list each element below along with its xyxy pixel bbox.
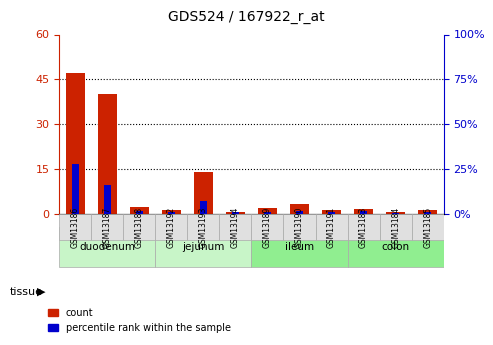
Bar xyxy=(168,212,175,214)
Text: GSM13186: GSM13186 xyxy=(70,207,80,248)
FancyBboxPatch shape xyxy=(412,214,444,240)
Bar xyxy=(328,212,335,214)
Text: duodenum: duodenum xyxy=(79,242,135,252)
Text: GSM13188: GSM13188 xyxy=(135,207,144,248)
FancyBboxPatch shape xyxy=(283,214,316,240)
Text: GDS524 / 167922_r_at: GDS524 / 167922_r_at xyxy=(168,10,325,24)
Bar xyxy=(98,94,117,214)
FancyBboxPatch shape xyxy=(123,214,155,240)
Bar xyxy=(232,212,239,214)
Bar xyxy=(392,213,399,214)
Bar xyxy=(130,207,149,214)
Bar xyxy=(72,164,78,214)
Bar xyxy=(200,201,207,214)
Text: ▶: ▶ xyxy=(37,287,45,296)
Legend: count, percentile rank within the sample: count, percentile rank within the sample xyxy=(44,304,235,337)
FancyBboxPatch shape xyxy=(316,214,348,240)
Text: colon: colon xyxy=(382,242,410,252)
Bar xyxy=(424,212,431,214)
FancyBboxPatch shape xyxy=(348,227,444,267)
Bar xyxy=(104,185,110,214)
FancyBboxPatch shape xyxy=(219,214,251,240)
Text: GSM13192: GSM13192 xyxy=(167,207,176,248)
Text: GSM13189: GSM13189 xyxy=(263,207,272,248)
Bar xyxy=(354,209,373,214)
Bar xyxy=(226,212,245,214)
Text: GSM13185: GSM13185 xyxy=(423,207,432,248)
Bar xyxy=(264,212,271,214)
FancyBboxPatch shape xyxy=(155,214,187,240)
Bar xyxy=(418,210,437,214)
Text: jejunum: jejunum xyxy=(182,242,224,252)
Bar xyxy=(290,204,309,214)
Text: tissue: tissue xyxy=(10,287,43,296)
FancyBboxPatch shape xyxy=(251,214,283,240)
Text: GSM13190: GSM13190 xyxy=(295,206,304,248)
Bar xyxy=(162,210,181,214)
Text: GSM13194: GSM13194 xyxy=(231,206,240,248)
Bar xyxy=(360,211,367,214)
FancyBboxPatch shape xyxy=(187,214,219,240)
FancyBboxPatch shape xyxy=(91,214,123,240)
Bar xyxy=(194,172,213,214)
Text: GSM13183: GSM13183 xyxy=(359,207,368,248)
Text: GSM13184: GSM13184 xyxy=(391,207,400,248)
FancyBboxPatch shape xyxy=(348,214,380,240)
FancyBboxPatch shape xyxy=(251,227,348,267)
Bar xyxy=(322,210,341,214)
Bar xyxy=(136,211,142,214)
FancyBboxPatch shape xyxy=(59,214,91,240)
FancyBboxPatch shape xyxy=(380,214,412,240)
Bar xyxy=(66,73,85,214)
Text: GSM13191: GSM13191 xyxy=(327,207,336,248)
Bar xyxy=(386,212,405,214)
FancyBboxPatch shape xyxy=(59,227,155,267)
FancyBboxPatch shape xyxy=(155,227,251,267)
Text: GSM13187: GSM13187 xyxy=(103,207,112,248)
Bar xyxy=(258,208,277,214)
Text: ileum: ileum xyxy=(285,242,314,252)
Bar xyxy=(296,211,303,214)
Text: GSM13193: GSM13193 xyxy=(199,206,208,248)
